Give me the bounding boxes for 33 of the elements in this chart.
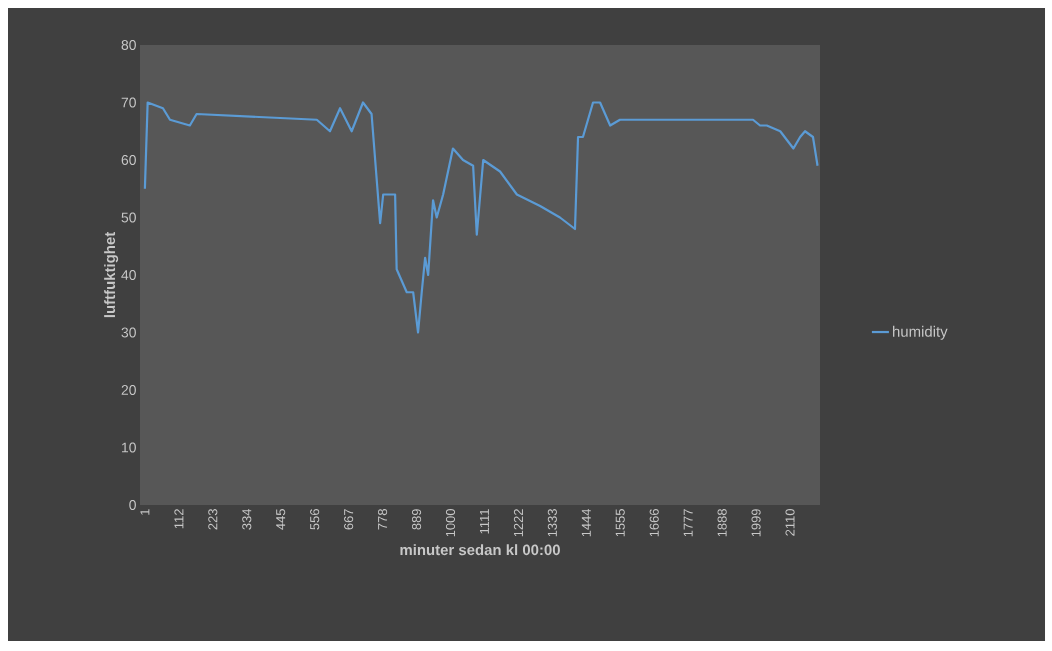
x-tick-label: 889 [411, 509, 422, 530]
x-tick-label: 2110 [785, 509, 795, 536]
y-tick-label: 10 [122, 442, 136, 453]
x-tick-label: 556 [310, 509, 320, 530]
x-tick-label: 223 [208, 509, 218, 530]
x-tick-label: 778 [377, 509, 388, 530]
x-tick-label: 112 [174, 509, 184, 529]
legend-label: humidity [893, 325, 948, 340]
x-tick-label: 1 [140, 509, 150, 515]
y-tick-label: 60 [121, 155, 136, 165]
y-tick-label: 80 [121, 40, 136, 50]
y-tick-label: 50 [121, 212, 136, 223]
y-tick-label: 0 [129, 500, 136, 510]
y-tick-label: 30 [121, 327, 136, 338]
x-tick-label: 1999 [751, 509, 761, 537]
y-tick-label: 40 [121, 270, 136, 280]
x-tick-label: 667 [344, 509, 354, 530]
x-axis-title: minuter sedan kl 00:00 [400, 544, 560, 556]
x-tick-label: 1000 [445, 509, 456, 537]
y-axis-title: luftfuktighet [104, 232, 119, 318]
x-tick-label: 1333 [547, 509, 557, 537]
y-tick-label: 20 [121, 385, 136, 395]
x-tick-label: 1777 [683, 509, 693, 537]
line-series [143, 101, 819, 334]
x-tick-label: 1666 [649, 509, 659, 537]
x-tick-label: 334 [242, 508, 252, 530]
x-tick-label: 1222 [513, 509, 523, 537]
x-tick-label: 445 [276, 509, 286, 530]
x-tick-label: 1555 [615, 509, 625, 537]
x-tick-label: 1888 [717, 509, 727, 537]
y-tick-label: 70 [121, 97, 136, 108]
x-tick-label: 1444 [581, 508, 591, 537]
x-tick-label: 1111 [479, 509, 489, 534]
